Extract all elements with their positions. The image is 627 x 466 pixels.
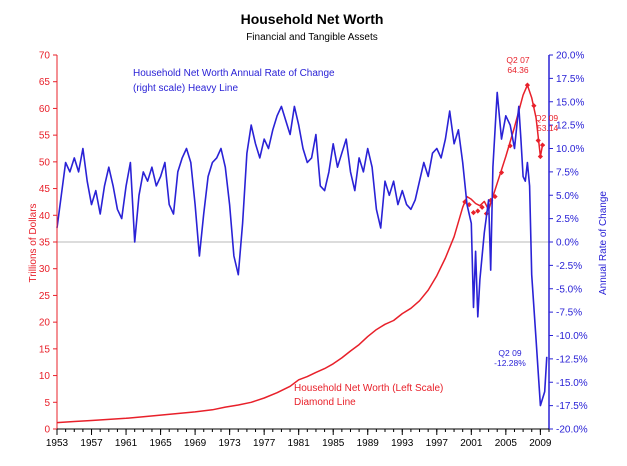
x-tick-label: 1973 (219, 438, 242, 449)
left-tick-label: 55 (39, 131, 51, 142)
right-tick-label: -15.0% (556, 378, 588, 389)
net-worth-diamond-marker (531, 103, 537, 109)
left-tick-label: 65 (39, 77, 51, 88)
x-tick-label: 1969 (184, 438, 207, 449)
net-worth-diamond-marker (470, 210, 477, 216)
right-tick-label: 2.5% (556, 214, 579, 225)
left-tick-label: 45 (39, 184, 51, 195)
right-tick-label: -20.0% (556, 425, 588, 436)
right-tick-label: 10.0% (556, 144, 584, 155)
right-tick-label: 17.5% (556, 74, 584, 85)
left-tick-label: 25 (39, 291, 51, 302)
x-tick-label: 1985 (322, 438, 345, 449)
chart-title: Household Net Worth (241, 11, 384, 27)
left-tick-label: 30 (39, 264, 51, 275)
annotation-q2-09-nw-value: 53.14 (537, 123, 559, 133)
net-worth-series-line (56, 84, 545, 424)
right-tick-label: -5.0% (556, 284, 582, 295)
x-tick-label: 2005 (495, 438, 518, 449)
x-tick-label: 1997 (426, 438, 449, 449)
net-worth-diamond-marker (475, 208, 481, 214)
left-tick-label: 20 (39, 318, 51, 329)
left-tick-label: 10 (39, 371, 51, 382)
x-tick-label: 1981 (288, 438, 311, 449)
x-tick-label: 2009 (529, 438, 552, 449)
right-axis-label: Annual Rate of Change (598, 191, 609, 295)
net-worth-series-label-line-2: Diamond Line (294, 397, 356, 408)
right-tick-label: 0.0% (556, 238, 579, 249)
annotation-q2-07-value: 64.36 (507, 65, 529, 75)
left-tick-label: 15 (39, 344, 51, 355)
right-tick-label: -17.5% (556, 401, 588, 412)
annotation-q2-07-label: Q2 07 (506, 55, 529, 65)
rate-of-change-series-line (56, 91, 548, 407)
net-worth-diamond-marker (507, 143, 513, 149)
left-tick-label: 0 (44, 425, 50, 436)
net-worth-diamond-marker (488, 197, 494, 203)
right-tick-label: -12.5% (556, 354, 588, 365)
left-tick-label: 5 (44, 398, 50, 409)
annotation-q2-09-rate-value: -12.28% (494, 358, 526, 368)
right-tick-label: 15.0% (556, 97, 584, 108)
right-tick-label: 5.0% (556, 191, 579, 202)
net-worth-diamond-marker (539, 142, 546, 148)
right-tick-label: -10.0% (556, 331, 588, 342)
net-worth-diamond-marker (535, 137, 541, 144)
net-worth-diamond-marker (492, 193, 498, 200)
annotation-q2-09-rate-label: Q2 09 (498, 348, 521, 358)
left-tick-label: 60 (39, 104, 51, 115)
annotation-q2-09-nw-label: Q2 09 (535, 113, 558, 123)
rate-series-label-line-2: (right scale) Heavy Line (133, 83, 238, 94)
right-tick-label: 20.0% (556, 51, 584, 62)
left-tick-label: 40 (39, 211, 51, 222)
right-tick-label: -7.5% (556, 308, 582, 319)
x-tick-label: 1965 (149, 438, 172, 449)
rate-series-label-line-1: Household Net Worth Annual Rate of Chang… (133, 68, 335, 79)
x-tick-label: 1953 (46, 438, 69, 449)
x-tick-label: 1977 (253, 438, 276, 449)
net-worth-diamond-marker (537, 153, 543, 160)
x-tick-label: 1957 (80, 438, 103, 449)
left-axis-label: Trillions of Dollars (28, 203, 39, 282)
x-tick-label: 1989 (357, 438, 380, 449)
net-worth-series-label-line-1: Household Net Worth (Left Scale) (294, 383, 443, 394)
left-tick-label: 50 (39, 157, 51, 168)
net-worth-diamond-marker (524, 82, 531, 88)
net-worth-diamond-marker (479, 204, 485, 210)
chart-subtitle: Financial and Tangible Assets (246, 32, 378, 43)
right-tick-label: 12.5% (556, 121, 584, 132)
left-tick-label: 35 (39, 238, 51, 249)
left-tick-label: 70 (39, 51, 51, 62)
x-tick-label: 2001 (460, 438, 483, 449)
net-worth-diamond-marker (498, 169, 505, 176)
right-tick-label: -2.5% (556, 261, 582, 272)
x-tick-label: 1961 (115, 438, 138, 449)
right-tick-label: 7.5% (556, 167, 579, 178)
x-tick-label: 1993 (391, 438, 414, 449)
